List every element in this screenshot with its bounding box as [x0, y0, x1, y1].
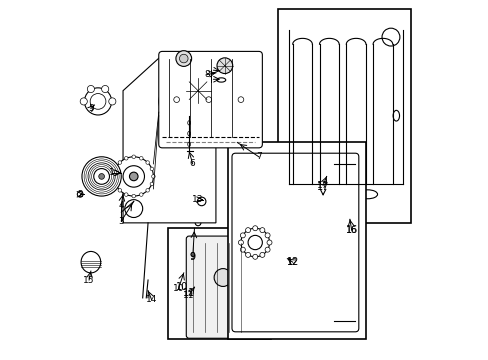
Text: 7: 7 [255, 152, 261, 161]
Circle shape [150, 182, 153, 186]
Circle shape [82, 157, 121, 196]
Circle shape [124, 157, 128, 160]
Text: 5: 5 [88, 104, 94, 113]
Ellipse shape [216, 78, 225, 82]
Text: 15: 15 [83, 275, 95, 284]
Ellipse shape [187, 142, 190, 147]
Bar [167, 228, 271, 339]
Ellipse shape [187, 121, 190, 125]
Text: 2: 2 [77, 190, 83, 199]
Text: 12: 12 [286, 258, 298, 267]
Circle shape [108, 98, 116, 105]
Text: 17: 17 [317, 181, 328, 190]
Text: 16: 16 [345, 225, 357, 235]
Circle shape [112, 175, 116, 178]
FancyBboxPatch shape [231, 153, 358, 332]
Circle shape [179, 54, 188, 63]
Polygon shape [123, 55, 216, 223]
Circle shape [124, 200, 142, 217]
Circle shape [90, 94, 106, 109]
FancyBboxPatch shape [186, 236, 259, 338]
Circle shape [123, 166, 144, 187]
Circle shape [150, 167, 153, 171]
Text: 14: 14 [145, 295, 157, 304]
Circle shape [88, 163, 115, 190]
Circle shape [264, 233, 269, 238]
Circle shape [165, 94, 180, 109]
Circle shape [118, 189, 122, 192]
Circle shape [132, 194, 135, 198]
Circle shape [259, 228, 264, 233]
Circle shape [195, 220, 201, 226]
Circle shape [245, 252, 250, 257]
Text: 9: 9 [189, 252, 195, 262]
Circle shape [264, 247, 269, 252]
Circle shape [253, 130, 260, 137]
Ellipse shape [81, 251, 101, 273]
Circle shape [176, 51, 191, 66]
Ellipse shape [392, 111, 399, 121]
Text: 4: 4 [118, 201, 124, 210]
Circle shape [145, 189, 149, 192]
Text: 3: 3 [118, 217, 124, 226]
Text: 10: 10 [176, 282, 188, 292]
Text: 8: 8 [203, 70, 209, 79]
Circle shape [139, 157, 143, 160]
Circle shape [80, 98, 87, 105]
Text: 11: 11 [183, 291, 195, 300]
Ellipse shape [293, 190, 313, 199]
Circle shape [241, 228, 269, 257]
Circle shape [124, 193, 128, 196]
Text: 17: 17 [316, 182, 328, 192]
Circle shape [247, 235, 262, 249]
Text: 13: 13 [192, 195, 203, 204]
Circle shape [214, 269, 231, 287]
Circle shape [132, 155, 135, 158]
Bar [278, 9, 410, 223]
Text: 10: 10 [172, 284, 184, 293]
FancyBboxPatch shape [159, 51, 262, 148]
Circle shape [159, 87, 187, 116]
Circle shape [197, 197, 205, 206]
Circle shape [259, 252, 264, 257]
Circle shape [118, 161, 122, 164]
Circle shape [240, 233, 245, 238]
Circle shape [240, 247, 245, 252]
Circle shape [238, 97, 244, 103]
Text: 11: 11 [183, 288, 195, 297]
Circle shape [114, 157, 153, 196]
Ellipse shape [357, 190, 377, 199]
Circle shape [94, 168, 109, 184]
Circle shape [151, 175, 155, 178]
Circle shape [173, 97, 179, 103]
Ellipse shape [325, 190, 345, 199]
Text: 16: 16 [345, 225, 357, 234]
Circle shape [102, 85, 108, 93]
Circle shape [238, 240, 243, 245]
Circle shape [84, 88, 111, 115]
Circle shape [114, 167, 117, 171]
Circle shape [99, 174, 104, 179]
Circle shape [77, 192, 83, 197]
Circle shape [114, 182, 117, 186]
Circle shape [217, 58, 232, 73]
Circle shape [184, 213, 193, 222]
Circle shape [252, 254, 257, 259]
Circle shape [252, 226, 257, 231]
Circle shape [129, 172, 138, 181]
Circle shape [381, 28, 399, 46]
Circle shape [185, 78, 210, 103]
Circle shape [266, 240, 271, 245]
Circle shape [245, 228, 250, 233]
Text: 6: 6 [189, 159, 195, 168]
Text: 9: 9 [189, 252, 195, 261]
Text: 12: 12 [286, 257, 298, 267]
Circle shape [205, 97, 211, 103]
Circle shape [87, 85, 94, 93]
Circle shape [145, 161, 149, 164]
Ellipse shape [187, 131, 190, 136]
Text: 1: 1 [109, 168, 115, 177]
Bar [228, 143, 365, 339]
Circle shape [139, 193, 143, 196]
